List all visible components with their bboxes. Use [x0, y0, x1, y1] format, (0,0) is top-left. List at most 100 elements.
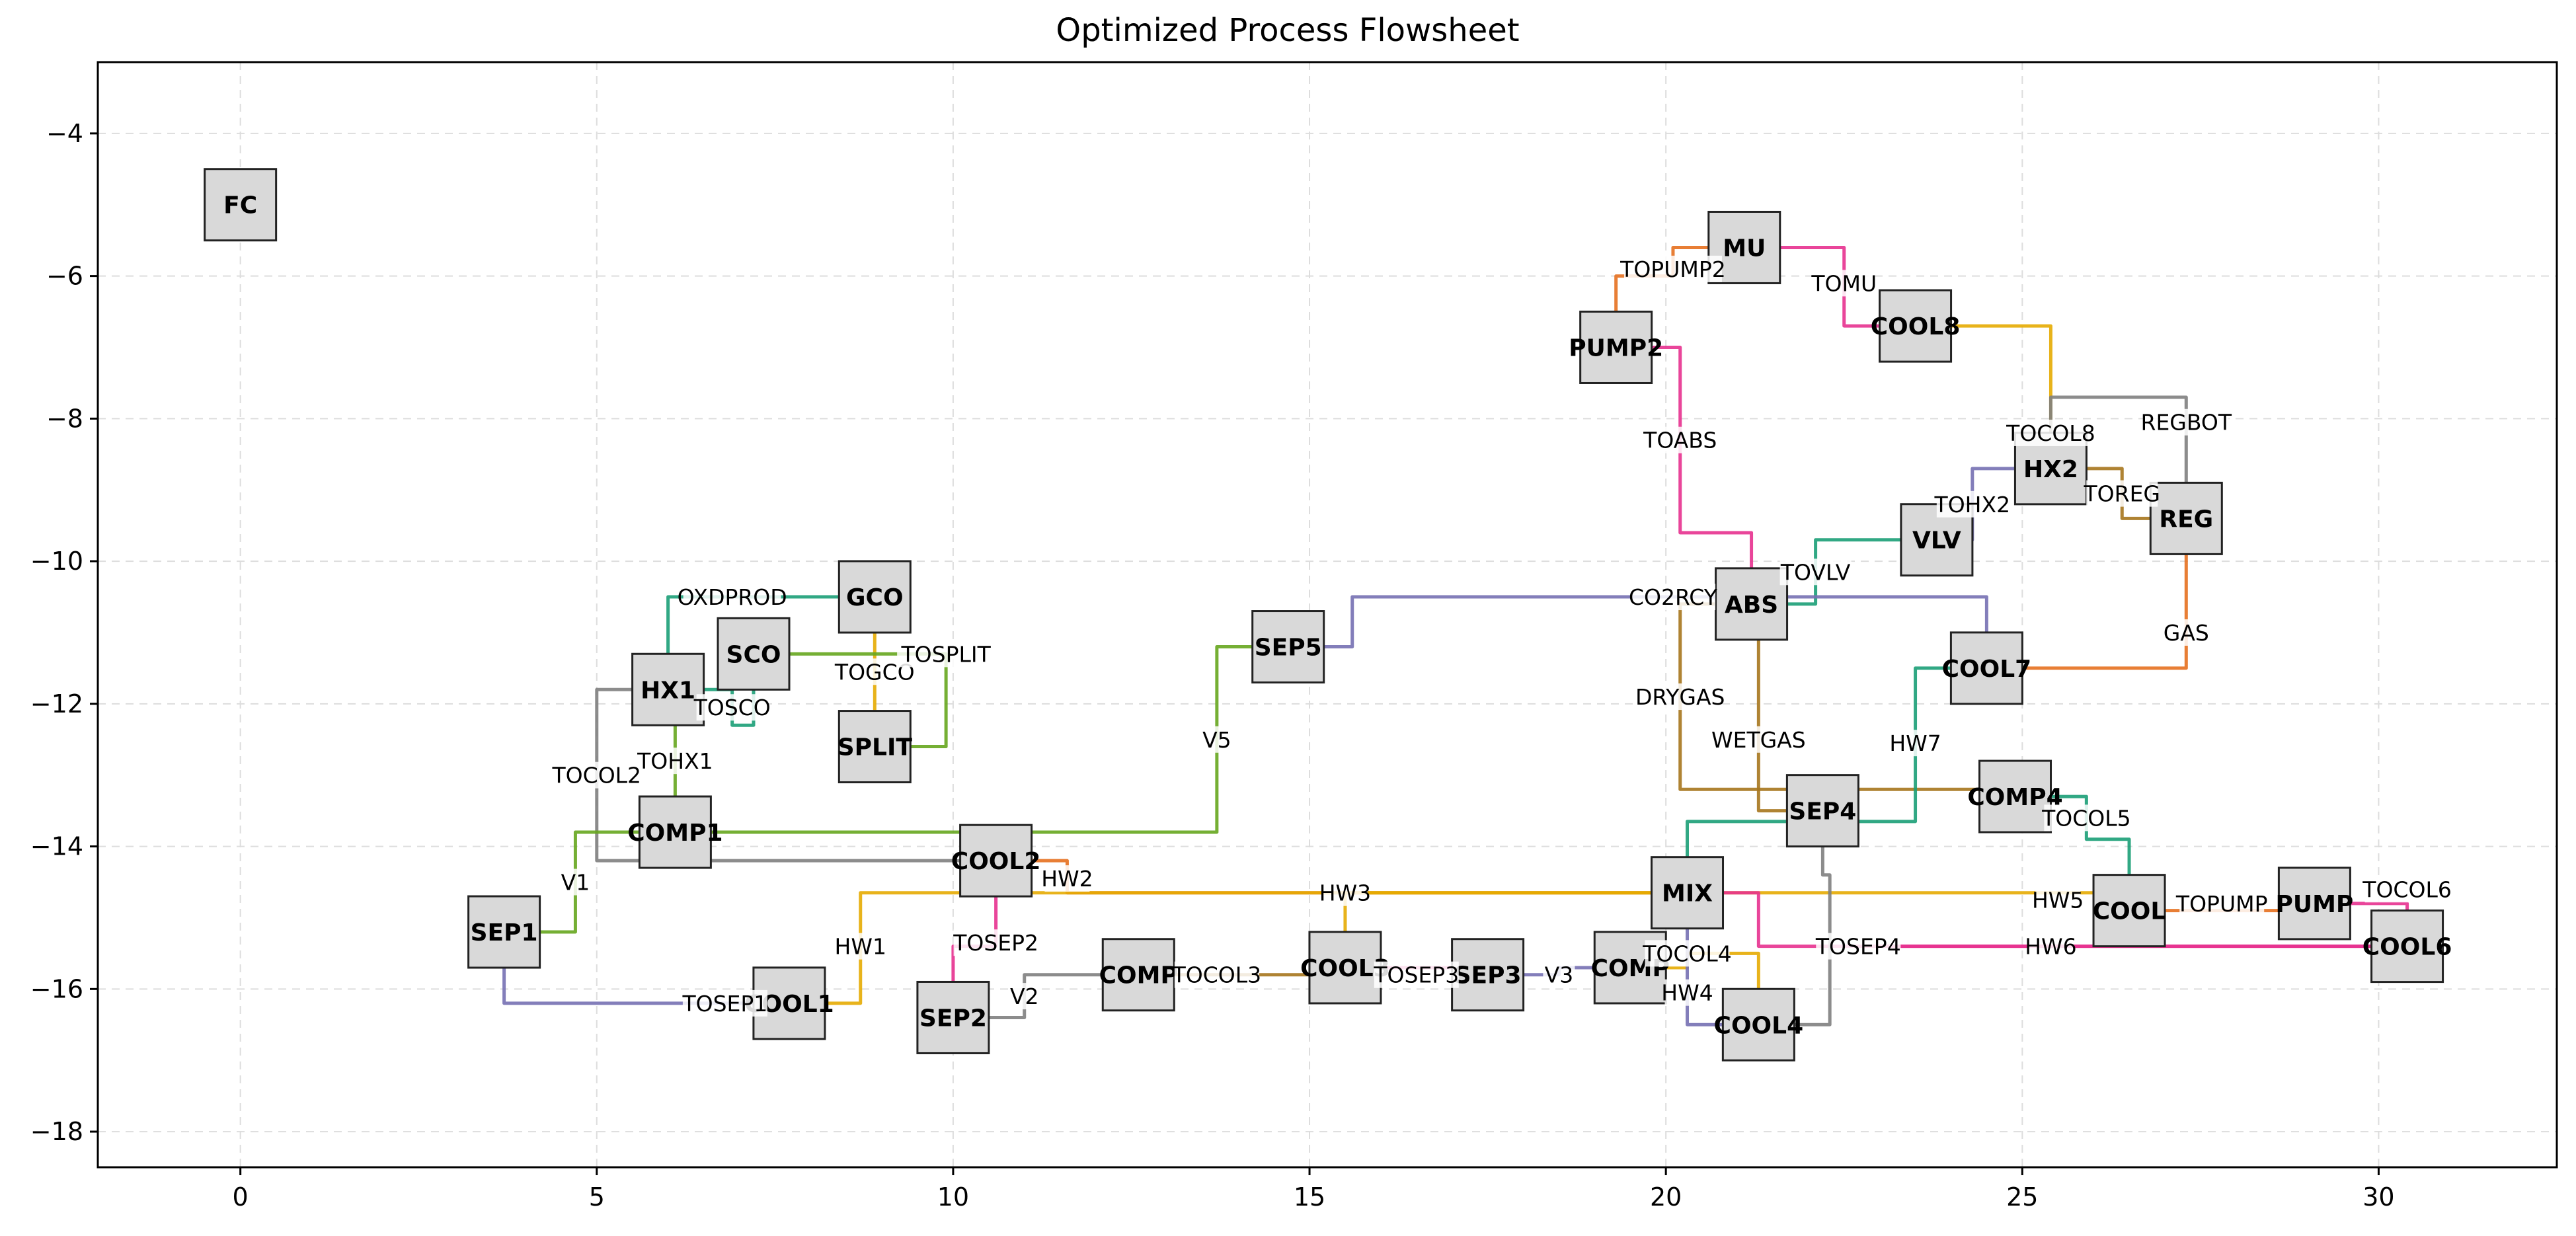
node-sep4: SEP4 [1785, 774, 1859, 848]
node-box [1451, 938, 1525, 1012]
x-tick-label: 25 [2006, 1182, 2038, 1212]
stream-label: TOSEP3 [1373, 962, 1459, 988]
node-label: SPLIT [838, 734, 913, 761]
stream-label-bg [1174, 961, 1259, 988]
node-box [2277, 867, 2351, 941]
node-label: HX2 [2023, 456, 2078, 483]
node-sco: SCO [717, 617, 791, 691]
stream-label-group: HW7 [1889, 730, 1941, 757]
node-cool4: COOL4 [1714, 987, 1803, 1062]
node-mix: MIX [1651, 856, 1725, 930]
stream-label: TOCOL6 [2362, 876, 2452, 902]
chart-title: Optimized Process Flowsheet [1056, 12, 1519, 49]
node-box [2092, 874, 2166, 948]
stream-label-group: TOCOL5 [2041, 804, 2131, 831]
stream-label-bg [1716, 726, 1801, 753]
node-sep1: SEP1 [467, 895, 541, 969]
y-tick-label: −10 [30, 547, 83, 576]
stream-label-bg [2008, 419, 2093, 446]
stream-label-bg [2144, 408, 2229, 436]
node-label: SEP5 [1255, 635, 1322, 662]
node-label: COMP [1099, 962, 1178, 989]
stream-label-bg [696, 694, 768, 721]
node-label: REG [2159, 506, 2213, 533]
stream-label: TOSEP1 [682, 991, 767, 1017]
stream-line [1986, 518, 2188, 670]
node-fc: FC [204, 168, 278, 242]
node-label: COOL6 [2362, 934, 2452, 961]
node-box [1251, 610, 1325, 684]
node-sep5: SEP5 [1251, 610, 1325, 684]
stream-label: TOMU [1811, 270, 1877, 296]
node-box [1715, 567, 1789, 641]
node-comp4: COMP4 [1967, 759, 2063, 833]
stream-label: TOREG [2084, 481, 2160, 507]
stream-label-bg [1936, 490, 2008, 518]
stream-label-group: HW4 [1661, 979, 1713, 1006]
y-axis-ticks: −4 −6 −8 −10 −12 −14 −16 −18 [30, 119, 98, 1146]
stream-label: V2 [1010, 984, 1039, 1009]
stream-label-bg [2028, 933, 2074, 960]
node-box [2370, 909, 2444, 984]
stream-label-bg [1644, 426, 1716, 453]
stream-label: HW4 [1661, 980, 1713, 1006]
node-box [467, 895, 541, 969]
stream-label-bg [1374, 961, 1459, 988]
node-hx1: HX1 [631, 652, 705, 726]
node-label: COOL [2093, 898, 2166, 925]
node-box [959, 824, 1033, 898]
stream-label-group: OXDPROD [678, 584, 787, 611]
stream-label-group: TOPUMP [2175, 890, 2267, 917]
stream-labels: TOPUMP2 TOMU TOABS TOCOL8 REGBOT TOREG TOHX2 TO… [552, 255, 2452, 1017]
stream-label-group: V5 [1200, 726, 1233, 753]
node-label: MIX [1662, 880, 1713, 908]
stream-label-group: TOSEP4 [1815, 933, 1901, 960]
y-tick-label: −18 [30, 1117, 83, 1146]
x-tick-label: 20 [1650, 1182, 1682, 1212]
stream-label-group: CO2RCY [1629, 584, 1718, 611]
x-tick-label: 10 [937, 1182, 969, 1212]
stream-label-bg [1008, 983, 1040, 1010]
node-box [638, 795, 712, 869]
y-tick-label: −16 [30, 974, 83, 1003]
stream-label-group: DRYGAS [1635, 683, 1725, 711]
stream-label-group: TOSEP2 [953, 929, 1038, 956]
node-box [204, 168, 278, 242]
stream-label-bg [1645, 940, 1730, 967]
y-tick-label: −8 [46, 404, 83, 433]
stream-label-bg [838, 933, 883, 960]
stream-label-group: TOABS [1643, 426, 1717, 453]
stream-label: TOCOL4 [1642, 941, 1732, 966]
node-pump2: PUMP2 [1569, 310, 1663, 384]
y-tick-label: −4 [46, 119, 83, 148]
node-box [1978, 759, 2052, 833]
node-pump: PUMP [2275, 867, 2353, 941]
stream-label: V5 [1202, 727, 1231, 753]
stream-label: TOHX2 [1934, 492, 2011, 518]
stream-label-group: HW3 [1319, 879, 1371, 906]
node-box [1785, 774, 1859, 848]
stream-label: REGBOT [2141, 410, 2232, 436]
node-box [717, 617, 791, 691]
stream-label-group: TOCOL3 [1172, 961, 1261, 988]
x-axis-ticks: 0 5 10 15 20 25 30 [233, 1167, 2395, 1212]
node-label: MU [1723, 235, 1766, 262]
node-box [1949, 631, 2023, 705]
x-tick-label: 30 [2362, 1182, 2394, 1212]
stream-label: HW6 [2025, 934, 2076, 960]
stream-label-group: TOSEP1 [682, 989, 767, 1017]
stream-label: DRYGAS [1635, 684, 1725, 710]
node-cool5: COOL [2092, 874, 2166, 948]
stream-label-bg [1816, 933, 1901, 960]
node-label: HX1 [641, 677, 695, 704]
stream-label: TOSCO [693, 695, 771, 720]
stream-label: TOHX1 [637, 748, 713, 774]
x-tick-label: 5 [589, 1182, 605, 1212]
node-label: COOL2 [951, 848, 1041, 875]
stream-line [1616, 345, 1754, 604]
node-label: COMP1 [627, 820, 722, 847]
stream-label-bg [1815, 270, 1873, 297]
stream-label: TOCOL2 [552, 763, 642, 789]
stream-label-bg [1630, 584, 1715, 611]
